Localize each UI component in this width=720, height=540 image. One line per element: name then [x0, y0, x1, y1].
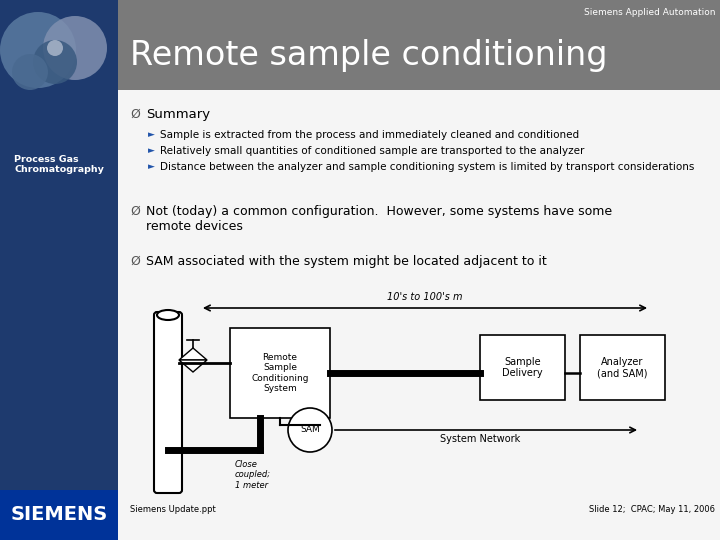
Polygon shape: [179, 360, 207, 372]
Text: Siemens Update.ppt: Siemens Update.ppt: [130, 505, 216, 515]
Bar: [230, 328, 330, 418]
Text: Remote sample conditioning: Remote sample conditioning: [130, 38, 608, 71]
Text: Sample is extracted from the process and immediately cleaned and conditioned: Sample is extracted from the process and…: [160, 130, 579, 140]
Text: Ø: Ø: [130, 205, 140, 218]
Circle shape: [47, 40, 63, 56]
Text: Not (today) a common configuration.  However, some systems have some
remote devi: Not (today) a common configuration. Howe…: [146, 205, 612, 233]
Text: SAM: SAM: [300, 426, 320, 435]
Text: Sample
Delivery: Sample Delivery: [502, 357, 543, 379]
Circle shape: [12, 54, 48, 90]
Bar: [480, 335, 565, 400]
Text: 10's to 100's m: 10's to 100's m: [387, 292, 463, 302]
Text: ►: ►: [148, 146, 155, 155]
Text: Siemens Applied Automation: Siemens Applied Automation: [583, 8, 715, 17]
Text: Process Gas
Chromatography: Process Gas Chromatography: [14, 155, 104, 174]
Circle shape: [0, 12, 76, 88]
Text: Ø: Ø: [130, 255, 140, 268]
Polygon shape: [179, 348, 207, 360]
FancyBboxPatch shape: [154, 312, 182, 493]
Text: Relatively small quantities of conditioned sample are transported to the analyze: Relatively small quantities of condition…: [160, 146, 585, 156]
Text: SAM associated with the system might be located adjacent to it: SAM associated with the system might be …: [146, 255, 546, 268]
Circle shape: [43, 16, 107, 80]
Circle shape: [33, 40, 77, 84]
Text: Summary: Summary: [146, 108, 210, 121]
Ellipse shape: [157, 310, 179, 320]
Bar: [118, 90, 720, 540]
Text: ►: ►: [148, 162, 155, 171]
Bar: [0, 0, 118, 540]
Circle shape: [288, 408, 332, 452]
Bar: [118, 0, 720, 90]
Text: Ø: Ø: [130, 108, 140, 121]
Text: Analyzer
(and SAM): Analyzer (and SAM): [598, 357, 648, 379]
Text: Distance between the analyzer and sample conditioning system is limited by trans: Distance between the analyzer and sample…: [160, 162, 694, 172]
Text: Close
coupled;
1 meter: Close coupled; 1 meter: [235, 460, 271, 490]
Text: Remote
Sample
Conditioning
System: Remote Sample Conditioning System: [251, 353, 309, 393]
Text: System Network: System Network: [440, 434, 520, 444]
Text: Slide 12;  CPAC; May 11, 2006: Slide 12; CPAC; May 11, 2006: [589, 505, 715, 515]
Text: ►: ►: [148, 130, 155, 139]
Text: SIEMENS: SIEMENS: [10, 505, 107, 524]
Bar: [580, 335, 665, 400]
Bar: [0, 490, 118, 540]
